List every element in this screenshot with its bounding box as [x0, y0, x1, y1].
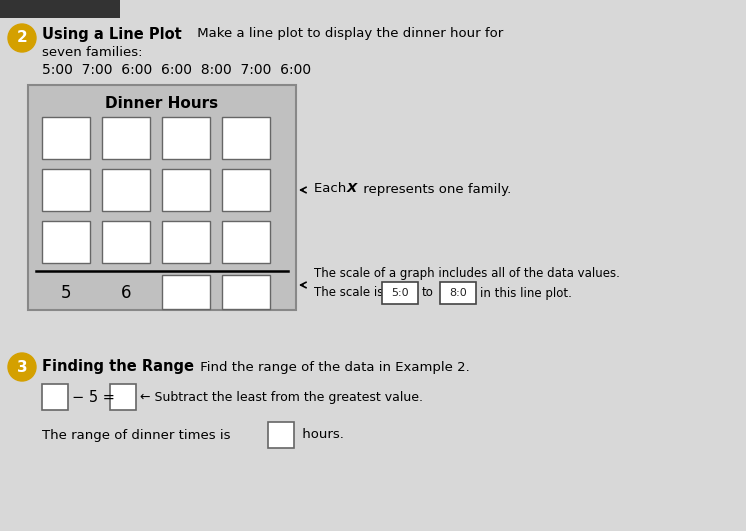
Text: to: to — [422, 287, 434, 299]
Text: X: X — [347, 183, 357, 195]
FancyBboxPatch shape — [162, 169, 210, 211]
Text: Each: Each — [314, 183, 351, 195]
Text: 5: 5 — [60, 284, 72, 302]
Text: The scale is: The scale is — [314, 287, 387, 299]
FancyBboxPatch shape — [42, 117, 90, 159]
Text: in this line plot.: in this line plot. — [480, 287, 572, 299]
FancyBboxPatch shape — [222, 221, 270, 263]
FancyBboxPatch shape — [162, 275, 210, 309]
FancyBboxPatch shape — [42, 384, 68, 410]
Text: Find the range of the data in Example 2.: Find the range of the data in Example 2. — [196, 361, 470, 373]
Text: 2: 2 — [16, 30, 28, 46]
Text: Make a line plot to display the dinner hour for: Make a line plot to display the dinner h… — [193, 28, 504, 40]
FancyBboxPatch shape — [440, 282, 476, 304]
FancyBboxPatch shape — [162, 221, 210, 263]
Text: The range of dinner times is: The range of dinner times is — [42, 429, 235, 441]
Circle shape — [8, 353, 36, 381]
FancyBboxPatch shape — [222, 169, 270, 211]
Text: The scale of a graph includes all of the data values.: The scale of a graph includes all of the… — [314, 267, 620, 279]
FancyBboxPatch shape — [102, 221, 150, 263]
FancyBboxPatch shape — [382, 282, 418, 304]
Text: seven families:: seven families: — [42, 46, 142, 58]
Text: 5:0: 5:0 — [391, 288, 409, 298]
FancyBboxPatch shape — [28, 85, 296, 310]
FancyBboxPatch shape — [222, 275, 270, 309]
FancyBboxPatch shape — [42, 221, 90, 263]
FancyBboxPatch shape — [222, 117, 270, 159]
Text: represents one family.: represents one family. — [359, 183, 511, 195]
FancyBboxPatch shape — [162, 117, 210, 159]
FancyBboxPatch shape — [102, 117, 150, 159]
Text: 6: 6 — [121, 284, 131, 302]
Text: Dinner Hours: Dinner Hours — [105, 96, 219, 110]
FancyBboxPatch shape — [110, 384, 136, 410]
Text: − 5 =: − 5 = — [72, 390, 119, 405]
FancyBboxPatch shape — [0, 0, 120, 18]
FancyBboxPatch shape — [42, 169, 90, 211]
Text: ← Subtract the least from the greatest value.: ← Subtract the least from the greatest v… — [140, 390, 423, 404]
Text: 8:0: 8:0 — [449, 288, 467, 298]
Text: 5:00  7:00  6:00  6:00  8:00  7:00  6:00: 5:00 7:00 6:00 6:00 8:00 7:00 6:00 — [42, 63, 311, 77]
FancyBboxPatch shape — [268, 422, 294, 448]
Text: Using a Line Plot: Using a Line Plot — [42, 27, 182, 41]
FancyBboxPatch shape — [102, 169, 150, 211]
Text: hours.: hours. — [298, 429, 344, 441]
Circle shape — [8, 24, 36, 52]
Text: 3: 3 — [16, 359, 28, 374]
Text: Finding the Range: Finding the Range — [42, 359, 194, 374]
